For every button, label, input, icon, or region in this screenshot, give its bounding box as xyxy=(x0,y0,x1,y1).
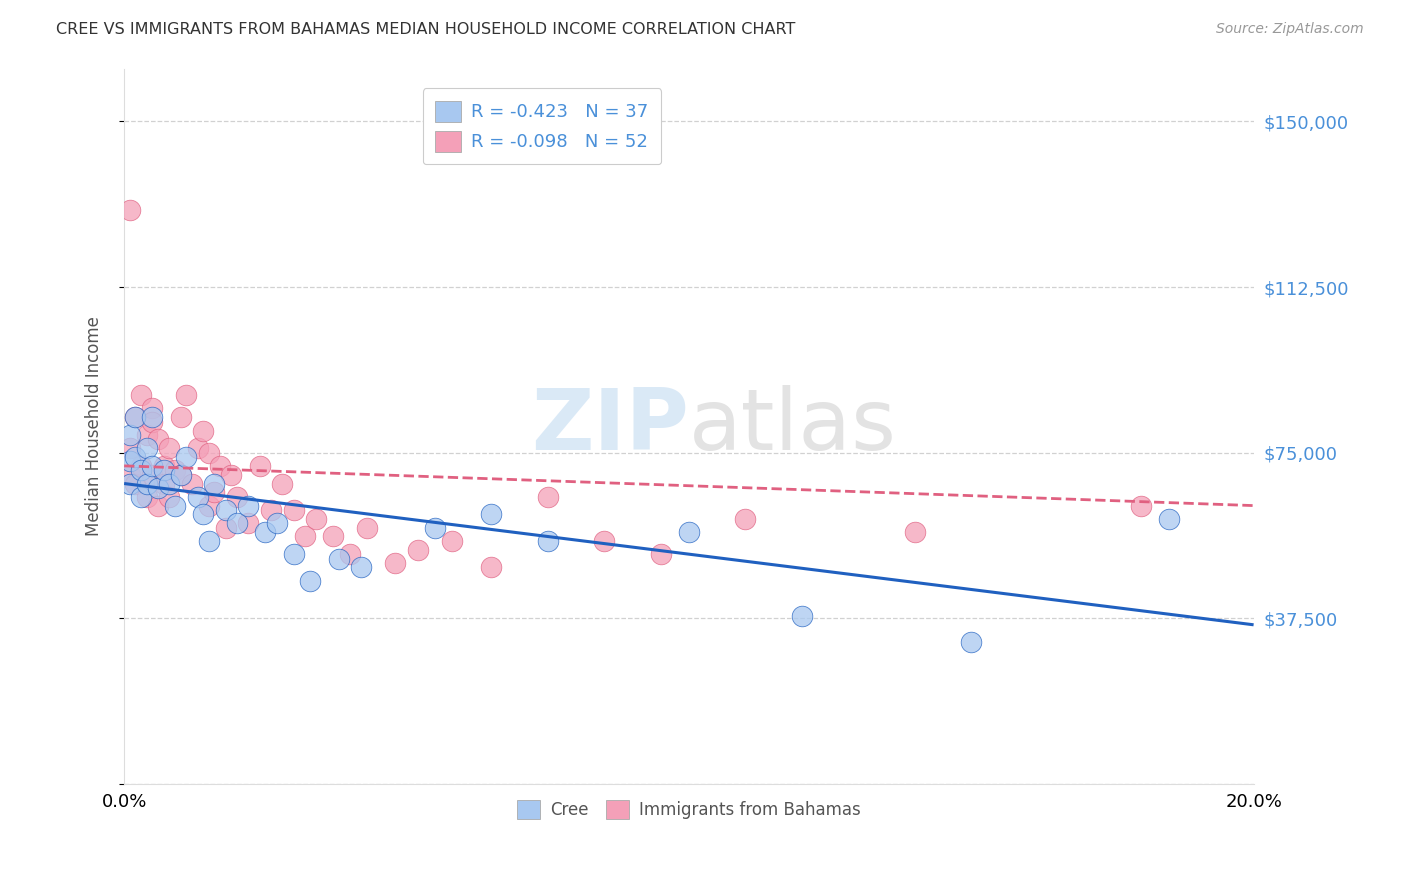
Point xyxy=(141,410,163,425)
Y-axis label: Median Household Income: Median Household Income xyxy=(86,316,103,536)
Point xyxy=(118,476,141,491)
Point xyxy=(129,490,152,504)
Point xyxy=(163,463,186,477)
Point xyxy=(299,574,322,588)
Point xyxy=(215,503,238,517)
Point xyxy=(141,401,163,416)
Point xyxy=(174,388,197,402)
Point xyxy=(283,503,305,517)
Point xyxy=(124,410,146,425)
Point xyxy=(157,490,180,504)
Point xyxy=(118,441,141,455)
Point xyxy=(124,410,146,425)
Point xyxy=(479,508,502,522)
Point xyxy=(169,467,191,482)
Point xyxy=(221,467,243,482)
Text: CREE VS IMMIGRANTS FROM BAHAMAS MEDIAN HOUSEHOLD INCOME CORRELATION CHART: CREE VS IMMIGRANTS FROM BAHAMAS MEDIAN H… xyxy=(56,22,796,37)
Point xyxy=(157,476,180,491)
Point xyxy=(678,525,700,540)
Point xyxy=(135,441,157,455)
Legend: Cree, Immigrants from Bahamas: Cree, Immigrants from Bahamas xyxy=(510,793,868,825)
Point xyxy=(350,560,373,574)
Point xyxy=(118,202,141,217)
Point xyxy=(238,516,260,531)
Point xyxy=(294,529,316,543)
Point xyxy=(198,533,221,548)
Point xyxy=(146,481,169,495)
Point xyxy=(479,560,502,574)
Point xyxy=(226,516,249,531)
Point xyxy=(305,512,328,526)
Point xyxy=(124,450,146,464)
Point xyxy=(322,529,344,543)
Point xyxy=(163,499,186,513)
Point xyxy=(118,467,141,482)
Point xyxy=(790,609,813,624)
Point xyxy=(266,516,288,531)
Point xyxy=(904,525,927,540)
Point xyxy=(169,410,191,425)
Point xyxy=(152,463,174,477)
Point xyxy=(328,551,350,566)
Point xyxy=(141,467,163,482)
Point xyxy=(187,490,209,504)
Point xyxy=(650,547,672,561)
Point xyxy=(152,458,174,473)
Point xyxy=(593,533,616,548)
Point xyxy=(960,635,983,649)
Point xyxy=(135,490,157,504)
Point xyxy=(146,433,169,447)
Point xyxy=(204,476,226,491)
Point xyxy=(129,458,152,473)
Point xyxy=(1157,512,1180,526)
Point xyxy=(537,490,560,504)
Point xyxy=(180,476,202,491)
Point xyxy=(141,415,163,429)
Point xyxy=(423,521,446,535)
Point xyxy=(271,476,294,491)
Point xyxy=(215,521,238,535)
Point xyxy=(356,521,378,535)
Point xyxy=(249,458,271,473)
Point xyxy=(135,428,157,442)
Point xyxy=(193,424,215,438)
Point xyxy=(129,463,152,477)
Point xyxy=(152,476,174,491)
Point xyxy=(198,499,221,513)
Text: ZIP: ZIP xyxy=(531,384,689,467)
Point xyxy=(118,454,141,468)
Point xyxy=(734,512,756,526)
Text: Source: ZipAtlas.com: Source: ZipAtlas.com xyxy=(1216,22,1364,37)
Point xyxy=(193,508,215,522)
Point xyxy=(283,547,305,561)
Point xyxy=(238,499,260,513)
Point xyxy=(254,525,277,540)
Point xyxy=(146,499,169,513)
Point xyxy=(157,441,180,455)
Point xyxy=(118,428,141,442)
Point xyxy=(198,445,221,459)
Point xyxy=(406,542,429,557)
Point xyxy=(384,556,406,570)
Point xyxy=(174,450,197,464)
Point xyxy=(141,458,163,473)
Point xyxy=(537,533,560,548)
Point xyxy=(129,388,152,402)
Point xyxy=(204,485,226,500)
Text: atlas: atlas xyxy=(689,384,897,467)
Point xyxy=(1129,499,1152,513)
Point xyxy=(260,503,283,517)
Point xyxy=(339,547,361,561)
Point xyxy=(169,467,191,482)
Point xyxy=(135,476,157,491)
Point xyxy=(187,441,209,455)
Point xyxy=(440,533,463,548)
Point xyxy=(124,476,146,491)
Point xyxy=(226,490,249,504)
Point xyxy=(209,458,232,473)
